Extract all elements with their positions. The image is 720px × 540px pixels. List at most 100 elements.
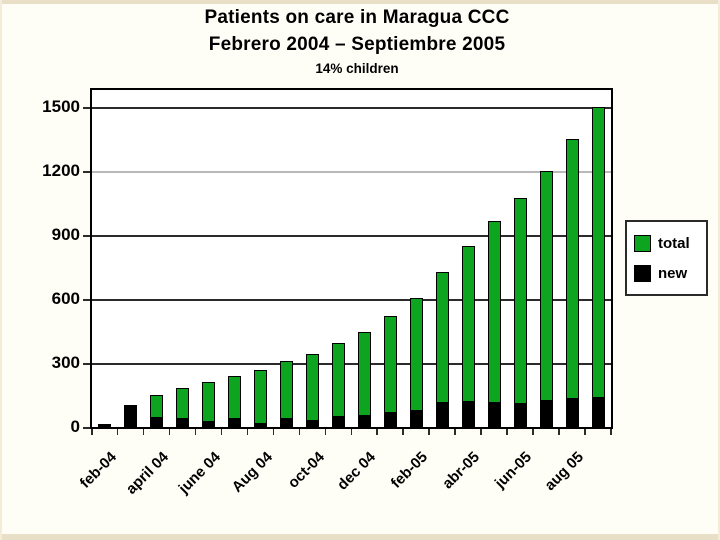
legend-label-new: new xyxy=(658,264,688,282)
bar-new-segment xyxy=(332,415,346,427)
x-tick xyxy=(272,429,275,435)
x-axis-label: oct-04 xyxy=(284,448,328,492)
bar-month-2 xyxy=(124,404,138,427)
x-tick xyxy=(350,429,352,435)
y-axis-label: 1500 xyxy=(42,97,80,116)
x-axis-label: jun-05 xyxy=(491,448,536,492)
bar-new-segment xyxy=(124,405,138,427)
x-axis-label: Aug 04 xyxy=(228,448,276,496)
x-tick xyxy=(168,429,171,435)
gridline-300 xyxy=(92,363,611,365)
x-tick xyxy=(220,429,223,435)
x-tick xyxy=(428,429,430,435)
plot-area xyxy=(90,88,613,429)
x-tick xyxy=(506,429,508,435)
bar-total-segment xyxy=(228,375,242,419)
bar-total-segment xyxy=(332,342,346,416)
x-axis-label: feb-04 xyxy=(76,448,120,492)
x-tick xyxy=(376,429,378,435)
total-series-swatch-icon xyxy=(634,234,651,252)
bar-new-segment xyxy=(176,417,190,427)
slide-border-bottom xyxy=(0,534,720,540)
bar-month-10 xyxy=(332,342,346,427)
bar-total-segment xyxy=(539,171,553,401)
bar-new-segment xyxy=(306,420,320,427)
new-series-swatch-icon xyxy=(634,264,651,282)
x-tick xyxy=(298,429,301,435)
legend-item-total: total xyxy=(634,234,706,252)
x-axis-label: abr-05 xyxy=(439,448,484,493)
x-tick xyxy=(532,429,534,435)
bar-month-4 xyxy=(176,387,190,427)
x-axis-label: feb-05 xyxy=(388,448,432,492)
y-axis-label: 1200 xyxy=(42,161,80,180)
x-axis-label: april 04 xyxy=(122,448,172,498)
bar-month-18 xyxy=(539,171,553,427)
y-tick xyxy=(83,299,90,301)
bar-total-segment xyxy=(409,297,423,411)
x-tick xyxy=(454,429,456,435)
bar-total-segment xyxy=(487,221,501,403)
bar-new-segment xyxy=(254,422,268,427)
y-axis-label: 600 xyxy=(51,289,80,308)
bar-month-15 xyxy=(461,245,475,427)
bar-new-segment xyxy=(487,402,501,427)
bar-month-20 xyxy=(591,107,605,427)
bar-month-14 xyxy=(435,272,449,427)
slide-border-left xyxy=(0,0,2,540)
gridline-600 xyxy=(92,299,611,301)
bar-month-13 xyxy=(409,297,423,427)
gridline-900 xyxy=(92,235,611,237)
y-axis-label: 900 xyxy=(51,225,80,244)
bar-total-segment xyxy=(176,387,190,418)
x-tick xyxy=(324,429,327,435)
x-tick xyxy=(402,429,404,435)
y-tick xyxy=(83,363,90,365)
x-axis-label: june 04 xyxy=(175,448,224,498)
bar-month-19 xyxy=(565,139,579,427)
bar-total-segment xyxy=(357,332,371,416)
x-tick xyxy=(480,429,482,435)
bar-month-8 xyxy=(280,360,294,427)
x-tick xyxy=(246,429,249,435)
bar-month-16 xyxy=(487,221,501,427)
bar-new-segment xyxy=(383,412,397,427)
slide-border-top xyxy=(0,0,720,4)
y-axis-label: 300 xyxy=(51,353,80,372)
x-tick xyxy=(194,429,197,435)
x-axis-label: aug 05 xyxy=(541,448,588,495)
bar-total-segment xyxy=(565,139,579,398)
chart-subtitle: Febrero 2004 – Septiembre 2005 xyxy=(208,34,506,55)
bar-total-segment xyxy=(435,272,449,402)
x-tick xyxy=(116,429,119,435)
y-tick xyxy=(83,235,90,237)
bar-new-segment xyxy=(461,400,475,427)
y-tick xyxy=(83,427,90,429)
bar-total-segment xyxy=(280,360,294,419)
bar-new-segment xyxy=(539,400,553,427)
bar-new-segment xyxy=(98,423,112,427)
bar-new-segment xyxy=(513,403,527,427)
bar-month-9 xyxy=(306,354,320,427)
bar-month-3 xyxy=(150,395,164,427)
chart-title-block: Patients on care in Maragua CCC Febrero … xyxy=(0,7,714,76)
bar-total-segment xyxy=(124,404,138,406)
bar-month-7 xyxy=(254,370,268,427)
gridline-1500 xyxy=(92,107,611,109)
chart-title: Patients on care in Maragua CCC xyxy=(204,7,510,28)
gridline-1200 xyxy=(92,171,611,173)
bar-month-1 xyxy=(98,423,112,427)
bar-new-segment xyxy=(357,415,371,427)
bar-month-6 xyxy=(228,375,242,427)
bar-total-segment xyxy=(254,370,268,423)
bar-new-segment xyxy=(202,421,216,427)
bar-total-segment xyxy=(150,395,164,417)
chart-note: 14% children xyxy=(315,61,399,76)
bar-total-segment xyxy=(513,197,527,404)
bar-total-segment xyxy=(202,382,216,422)
bar-new-segment xyxy=(150,416,164,427)
bar-new-segment xyxy=(435,401,449,427)
bar-month-5 xyxy=(202,382,216,427)
x-tick xyxy=(610,429,612,435)
